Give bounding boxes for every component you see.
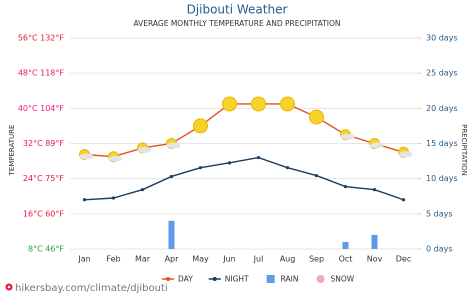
y-axis-label: TEMPERATURE [8, 125, 16, 177]
cloud-icon [398, 151, 413, 158]
x-tick-label: Mar [135, 255, 151, 264]
point [169, 174, 174, 179]
weather-icon [193, 118, 208, 134]
x-tick-label: Sep [309, 255, 324, 264]
x-tick-label: Jan [77, 255, 90, 264]
y-tick-label: 16°C 60°F [23, 209, 64, 218]
legend-label: DAY [178, 275, 193, 284]
y2-tick-label: 20 days [426, 104, 458, 113]
y2-axis-label: PRECIPITATION [460, 124, 468, 176]
legend-item: DAY [162, 275, 193, 284]
cloud-icon [137, 146, 152, 153]
weather-icon [222, 96, 237, 112]
legend-label: NIGHT [225, 275, 249, 284]
y-tick-label: 40°C 104°F [18, 104, 65, 113]
x-tick-label: Jun [222, 255, 236, 264]
y-tick-label: 56°C 132°F [18, 34, 65, 43]
x-tick-label: Apr [165, 255, 180, 264]
point [82, 198, 87, 202]
point [198, 166, 203, 170]
y2-tick-label: 30 days [426, 34, 458, 43]
legend-label: RAIN [281, 275, 299, 284]
x-tick-label: Feb [106, 255, 120, 264]
x-tick-label: Nov [367, 255, 383, 264]
y-tick-label: 24°C 75°F [23, 174, 64, 183]
series-line [84, 103, 404, 158]
y2-tick-label: 10 days [426, 174, 458, 183]
series-line [84, 156, 404, 201]
cloud-icon [79, 153, 94, 160]
weather-icon [309, 109, 324, 125]
x-tick-label: May [192, 255, 209, 264]
cloud-icon [108, 155, 123, 162]
point [401, 198, 406, 202]
cloud-icon [166, 142, 181, 149]
source-icon [5, 283, 13, 291]
legend-square [266, 275, 275, 283]
y2-tick-label: 15 days [426, 139, 458, 148]
x-tick-label: Aug [280, 255, 296, 264]
chart-title: Djibouti Weather [187, 3, 288, 17]
legend-item: SNOW [316, 275, 355, 284]
point [256, 155, 261, 160]
point [314, 173, 319, 178]
legend-item: RAIN [266, 275, 299, 284]
chart-subtitle: AVERAGE MONTHLY TEMPERATURE AND PRECIPIT… [133, 19, 340, 28]
legend-dot [212, 277, 217, 281]
point [227, 161, 232, 165]
legend-item: NIGHT [208, 275, 249, 284]
point [111, 196, 116, 200]
y2-tick-label: 0 days [426, 245, 453, 254]
rain-bar [168, 220, 175, 249]
legend-label: SNOW [331, 275, 355, 284]
cloud-icon [369, 142, 384, 149]
rain-bar [342, 241, 349, 249]
y2-tick-label: 5 days [426, 209, 453, 218]
x-tick-label: Oct [339, 255, 353, 264]
point [285, 166, 290, 170]
point [372, 188, 377, 192]
x-tick-label: Jul [253, 255, 264, 264]
x-tick-label: Dec [396, 255, 411, 264]
point [140, 188, 145, 192]
legend-dot [166, 277, 170, 281]
weather-icon [280, 96, 295, 112]
legend-circle [316, 275, 325, 283]
y-tick-label: 48°C 118°F [18, 69, 65, 78]
point [343, 184, 348, 189]
rain-bar [371, 234, 378, 249]
y2-tick-label: 25 days [426, 69, 458, 78]
weather-icon [251, 96, 266, 112]
cloud-icon [340, 133, 355, 140]
y-tick-label: 32°C 89°F [23, 139, 64, 148]
source: hikersbay.com/climate/djibouti [15, 283, 168, 294]
y-tick-label: 8°C 46°F [28, 245, 64, 254]
